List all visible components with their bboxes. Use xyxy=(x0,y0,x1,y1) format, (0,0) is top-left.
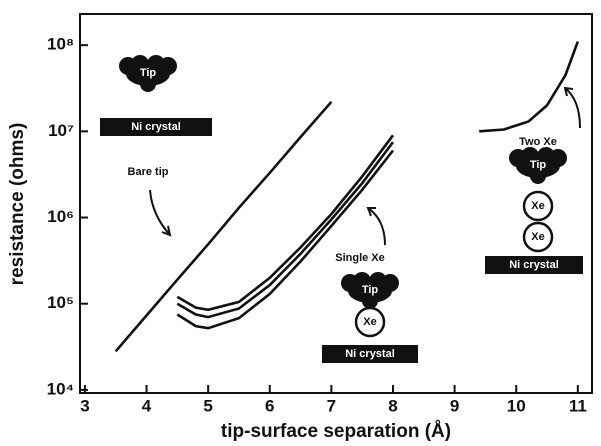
y-tick-label: 10⁴ xyxy=(47,379,74,398)
tip-end xyxy=(362,293,378,309)
series-annotation: Two Xe xyxy=(519,136,557,148)
xe-atom xyxy=(522,221,554,253)
arrow xyxy=(563,86,581,129)
tip-end xyxy=(530,168,546,184)
icon-label: Ni crystal xyxy=(345,348,395,360)
series-annotation: Single Xe xyxy=(335,252,385,264)
y-tick-label: 10⁵ xyxy=(47,293,74,312)
xe-atom xyxy=(354,306,386,338)
series-line xyxy=(114,100,333,353)
icon-label: Ni crystal xyxy=(131,121,181,133)
icon-label: Tip xyxy=(530,159,547,171)
icon-label: Tip xyxy=(362,284,379,296)
icon-label: Xe xyxy=(531,200,544,212)
series-line xyxy=(479,41,580,133)
arrows xyxy=(149,86,581,246)
series-line xyxy=(176,134,395,312)
y-axis-label: resistance (ohms) xyxy=(7,123,28,286)
icon-label: Xe xyxy=(531,231,544,243)
series-line xyxy=(176,141,395,319)
crystal xyxy=(322,345,418,363)
xe-atom xyxy=(522,190,554,222)
x-tick-label: 10 xyxy=(507,396,526,415)
arrow xyxy=(149,189,172,237)
icon-label: Tip xyxy=(140,67,157,79)
y-tick-label: 10⁸ xyxy=(47,35,74,54)
series-line xyxy=(176,149,395,330)
plot-frame xyxy=(79,13,593,394)
x-tick-label: 6 xyxy=(265,396,274,415)
icon-label: Ni crystal xyxy=(509,259,559,271)
x-tick-label: 3 xyxy=(80,396,89,415)
tip-body xyxy=(348,279,392,303)
x-tick-label: 7 xyxy=(327,396,336,415)
x-tick-label: 5 xyxy=(203,396,212,415)
tip-body xyxy=(126,62,170,86)
crystal xyxy=(485,256,583,274)
x-axis-label: tip-surface separation (Å) xyxy=(221,421,451,442)
crystal xyxy=(100,118,212,136)
y-tick-label: 10⁶ xyxy=(47,207,74,226)
arrow xyxy=(366,207,386,246)
series-annotation: Bare tip xyxy=(128,166,169,178)
y-tick-label: 10⁷ xyxy=(48,121,74,140)
tip-body xyxy=(516,154,560,178)
x-tick-label: 4 xyxy=(142,396,152,415)
x-tick-label: 9 xyxy=(450,396,459,415)
icon-label: Xe xyxy=(363,316,376,328)
x-tick-label: 11 xyxy=(569,396,587,415)
x-tick-label: 8 xyxy=(388,396,397,415)
tip-end xyxy=(140,76,156,92)
